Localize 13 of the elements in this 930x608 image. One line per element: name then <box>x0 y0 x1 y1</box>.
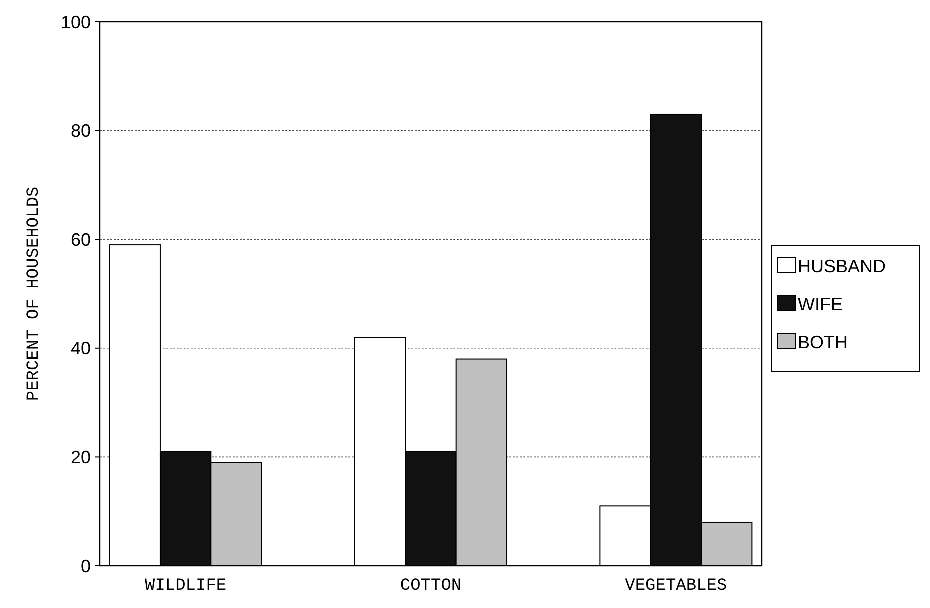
y-tick-label: 80 <box>70 121 91 142</box>
legend-label: HUSBAND <box>798 256 886 276</box>
x-tick-label: VEGETABLES <box>625 577 728 596</box>
y-axis-title: PERCENT OF HOUSEHOLDS <box>25 186 44 402</box>
x-tick-label: COTTON <box>400 577 462 596</box>
y-tick-label: 20 <box>70 448 91 468</box>
legend-label: WIFE <box>798 294 843 314</box>
x-tick-label: WILDLIFE <box>145 577 227 596</box>
y-tick-label: 100 <box>60 12 91 32</box>
y-tick-label: 40 <box>70 338 91 359</box>
y-tick-label: 0 <box>80 556 91 576</box>
y-tick-label: 60 <box>70 230 91 250</box>
legend-label: BOTH <box>798 332 848 352</box>
